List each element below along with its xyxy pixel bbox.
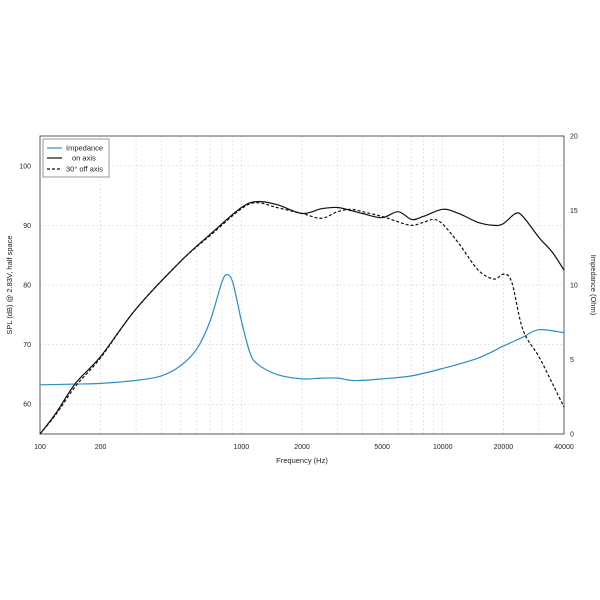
x-tick-label: 2000 [294, 444, 310, 451]
y2-tick-label: 0 [570, 432, 574, 439]
x-tick-label: 5000 [374, 444, 390, 451]
legend-label-impedance: Impedance [66, 144, 103, 153]
y-tick-label: 100 [19, 163, 31, 170]
y-tick-label: 90 [23, 223, 31, 230]
y-tick-label: 70 [23, 342, 31, 349]
y2-tick-label: 10 [570, 283, 578, 290]
y-tick-label: 80 [23, 283, 31, 290]
x-tick-label: 1000 [234, 444, 250, 451]
y-tick-label: 60 [23, 402, 31, 409]
x-tick-label: 200 [95, 444, 107, 451]
legend-label-off-axis: 30° off axis [66, 165, 103, 174]
y2-axis-title: Impedance (Ohm) [589, 255, 598, 316]
x-axis-title: Frequency (Hz) [276, 456, 328, 465]
series-lines [39, 200, 565, 435]
plot-frame [39, 135, 565, 435]
tick-labels: 100 200 1000 2000 5000 10000 20000 400006070809… [19, 134, 578, 452]
y-axis-title: SPL (dB) @ 2.83V, half space [5, 235, 14, 334]
x-tick-label: 40000 [554, 444, 574, 451]
x-tick-label: 10000 [433, 444, 453, 451]
y2-tick-label: 15 [570, 208, 578, 215]
x-tick-label: 100 [34, 444, 46, 451]
legend-label-on-axis: on axis [72, 154, 96, 163]
grid [40, 136, 564, 434]
x-tick-label: 20000 [494, 444, 514, 451]
series-line-30-off-axis [39, 202, 565, 435]
y2-tick-label: 20 [570, 134, 578, 141]
y2-tick-label: 5 [570, 357, 574, 364]
legend: Impedance on axis 30° off axis [42, 138, 110, 178]
series-line-impedance [39, 273, 565, 386]
